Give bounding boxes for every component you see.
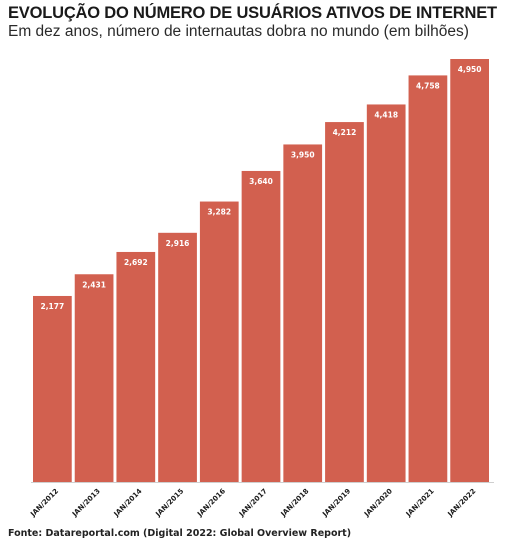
- bar-jan-2018: [283, 144, 323, 482]
- x-tick-label: JAN/2014: [112, 487, 144, 519]
- bar-jan-2020: [366, 104, 406, 483]
- bar-value-label: 2,916: [166, 239, 190, 248]
- bar-jan-2014: [116, 251, 156, 482]
- bars-group: 2,177 2,431 2,692 2,916 3,282 3,640 3,950 4,212…: [33, 59, 489, 483]
- bar-jan-2013: [74, 274, 114, 482]
- bar-value-label: 3,282: [207, 208, 231, 217]
- chart-subtitle: Em dez anos, número de internautas dobra…: [8, 23, 469, 40]
- x-tick-label: JAN/2015: [154, 487, 186, 519]
- x-tick-label: JAN/2017: [237, 487, 269, 519]
- bar-jan-2021: [408, 75, 448, 482]
- chart-title: EVOLUÇÃO DO NÚMERO DE USUÁRIOS ATIVOS DE…: [8, 4, 497, 22]
- bar-value-label: 2,692: [124, 258, 148, 267]
- bar-jan-2016: [199, 201, 239, 483]
- bar-jan-2022: [450, 59, 489, 482]
- bar-value-label: 4,758: [416, 81, 440, 90]
- bar-value-label: 4,212: [333, 128, 357, 137]
- x-tick-label: JAN/2012: [28, 487, 60, 519]
- bar-jan-2012: [33, 295, 72, 482]
- bar-value-label: 2,431: [82, 280, 106, 289]
- bar-jan-2015: [158, 232, 197, 482]
- bar-value-label: 2,177: [40, 302, 64, 311]
- bar-value-label: 3,640: [249, 177, 273, 186]
- bar-chart: 2,177 2,431 2,692 2,916 3,282 3,640 3,950 4,212…: [28, 59, 494, 519]
- bar-value-label: 4,418: [374, 110, 398, 119]
- x-tick-label: JAN/2013: [70, 487, 102, 519]
- bar-value-label: 4,950: [458, 65, 482, 74]
- x-tick-labels-group: JAN/2012 JAN/2013 JAN/2014 JAN/2015 JAN/2016…: [28, 487, 477, 519]
- bar-jan-2019: [325, 122, 364, 482]
- x-tick-label: JAN/2018: [279, 487, 311, 519]
- x-tick-label: JAN/2022: [446, 487, 478, 519]
- x-tick-label: JAN/2016: [195, 487, 227, 519]
- bar-value-label: 3,950: [291, 150, 315, 159]
- x-tick-label: JAN/2021: [404, 487, 436, 519]
- x-tick-label: JAN/2020: [362, 487, 394, 519]
- x-tick-label: JAN/2019: [320, 487, 352, 519]
- bar-jan-2017: [241, 170, 281, 482]
- source-note: Fonte: Datareportal.com (Digital 2022: G…: [8, 528, 352, 539]
